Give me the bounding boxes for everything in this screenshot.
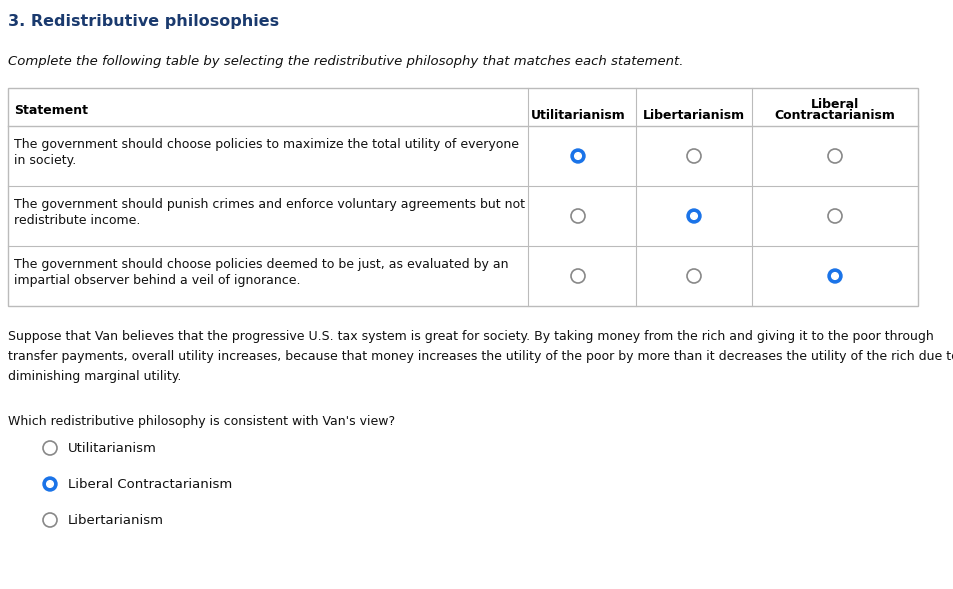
Text: The government should choose policies deemed to be just, as evaluated by an: The government should choose policies de… bbox=[14, 258, 508, 271]
Text: redistribute income.: redistribute income. bbox=[14, 214, 140, 227]
Circle shape bbox=[571, 149, 584, 163]
Text: Utilitarianism: Utilitarianism bbox=[530, 109, 625, 122]
Circle shape bbox=[574, 153, 580, 160]
Circle shape bbox=[47, 481, 53, 487]
Text: Statement: Statement bbox=[14, 104, 88, 117]
Text: Libertarianism: Libertarianism bbox=[642, 109, 744, 122]
Text: diminishing marginal utility.: diminishing marginal utility. bbox=[8, 370, 181, 383]
Circle shape bbox=[690, 213, 697, 219]
Text: in society.: in society. bbox=[14, 154, 76, 167]
Text: Libertarianism: Libertarianism bbox=[68, 514, 164, 527]
Text: Utilitarianism: Utilitarianism bbox=[68, 442, 156, 455]
Text: Which redistributive philosophy is consistent with Van's view?: Which redistributive philosophy is consi… bbox=[8, 415, 395, 428]
Text: Complete the following table by selecting the redistributive philosophy that mat: Complete the following table by selectin… bbox=[8, 55, 682, 68]
Text: impartial observer behind a veil of ignorance.: impartial observer behind a veil of igno… bbox=[14, 274, 300, 287]
Text: The government should punish crimes and enforce voluntary agreements but not: The government should punish crimes and … bbox=[14, 198, 524, 211]
Text: 3. Redistributive philosophies: 3. Redistributive philosophies bbox=[8, 14, 279, 29]
Text: Contractarianism: Contractarianism bbox=[774, 109, 895, 122]
Circle shape bbox=[43, 477, 57, 491]
Circle shape bbox=[686, 209, 700, 223]
Circle shape bbox=[827, 269, 841, 283]
Text: Liberal Contractarianism: Liberal Contractarianism bbox=[68, 478, 232, 491]
Bar bbox=[8, 88, 917, 306]
Circle shape bbox=[831, 273, 838, 279]
Text: transfer payments, overall utility increases, because that money increases the u: transfer payments, overall utility incre… bbox=[8, 350, 953, 363]
Text: Liberal: Liberal bbox=[810, 98, 859, 111]
Text: Suppose that Van believes that the progressive U.S. tax system is great for soci: Suppose that Van believes that the progr… bbox=[8, 330, 933, 343]
Text: The government should choose policies to maximize the total utility of everyone: The government should choose policies to… bbox=[14, 138, 518, 151]
